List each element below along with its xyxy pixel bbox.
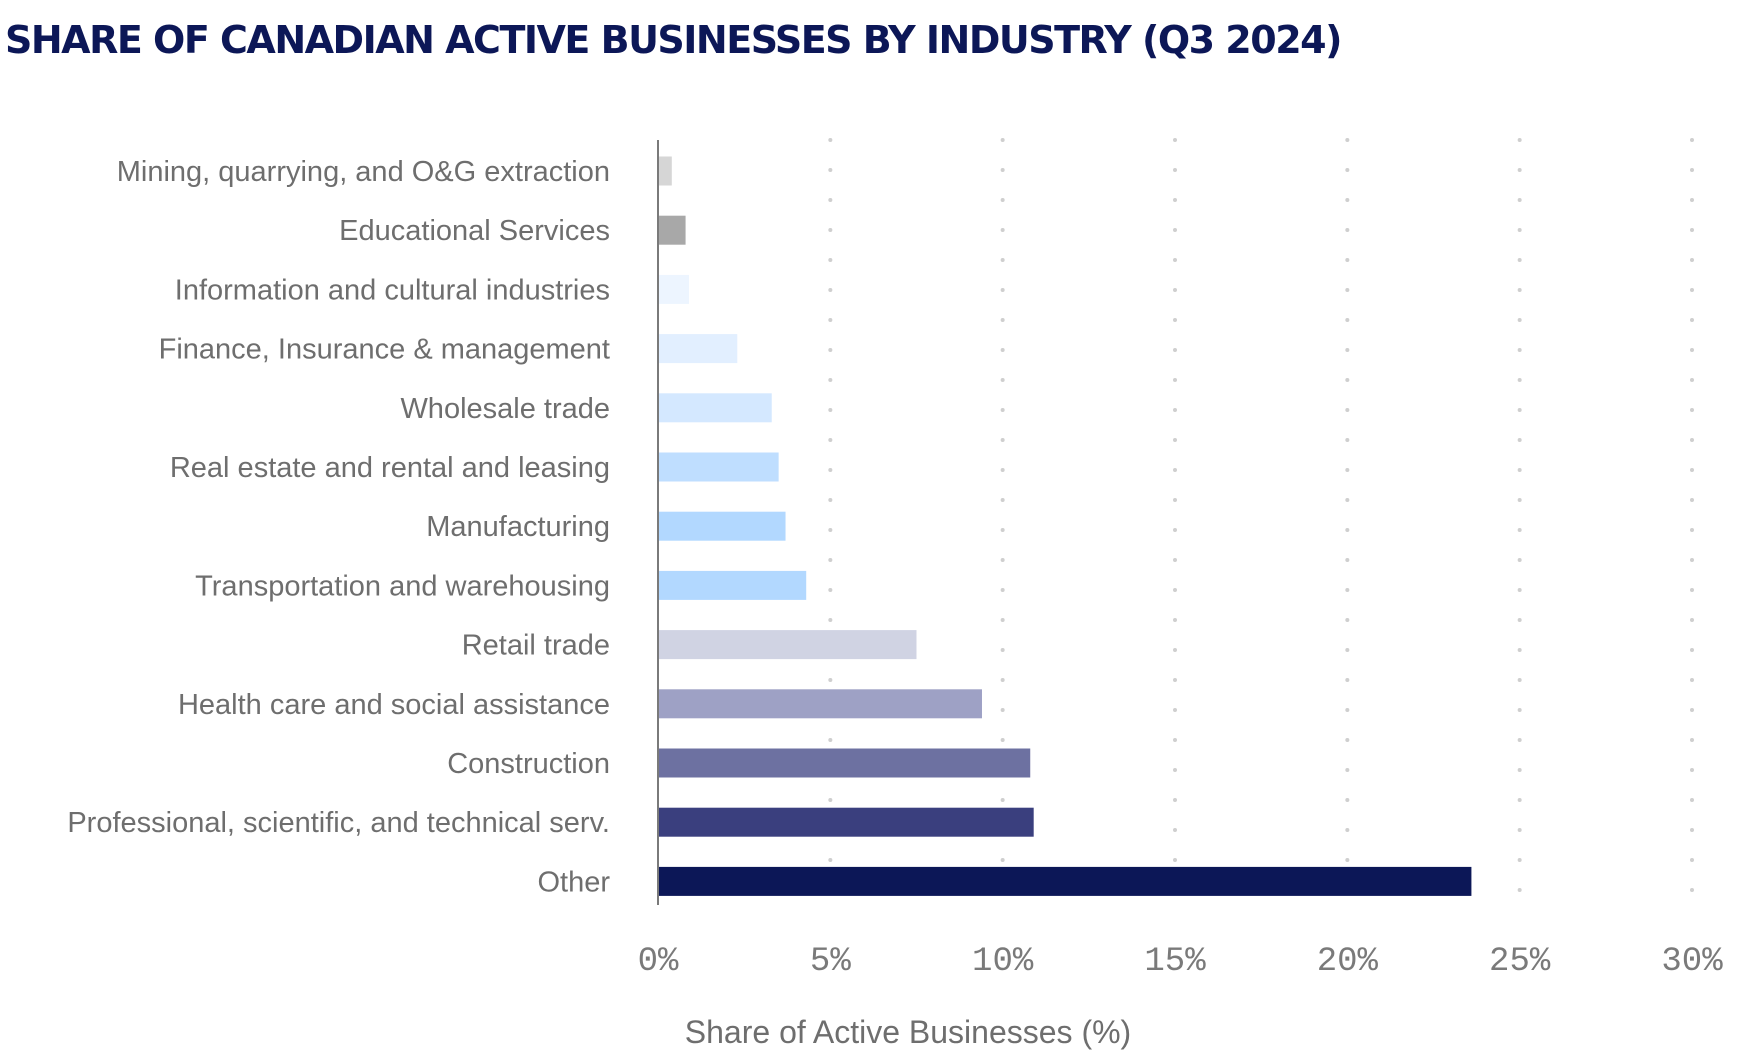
bar-7 (658, 570, 807, 600)
category-label-3: Finance, Insurance & management (159, 334, 610, 366)
bar-3 (658, 334, 738, 364)
x-tick-label-3: 15% (1144, 943, 1206, 981)
category-label-9: Health care and social assistance (178, 689, 610, 721)
x-tick-labels: 0% 5% 10% 15% 20% 25% 30% (638, 943, 1724, 981)
category-label-4: Wholesale trade (400, 393, 610, 425)
x-tick-label-6: 30% (1661, 943, 1723, 981)
bar-9 (658, 689, 982, 719)
category-label-1: Educational Services (339, 215, 610, 247)
bar-1 (658, 215, 686, 245)
category-labels: Mining, quarrying, and O&G extraction Edu… (67, 156, 610, 898)
category-label-12: Other (537, 866, 610, 898)
chart-title: SHARE OF CANADIAN ACTIVE BUSINESSES BY I… (5, 18, 1342, 62)
bar-6 (658, 511, 786, 541)
x-tick-label-2: 10% (972, 943, 1034, 981)
bar-11 (658, 807, 1034, 837)
bar-10 (658, 748, 1031, 778)
category-label-11: Professional, scientific, and technical … (67, 807, 610, 839)
bar-5 (658, 452, 779, 482)
bar-4 (658, 393, 772, 423)
grid-lines (828, 138, 1694, 907)
bar-12 (658, 866, 1472, 896)
category-label-7: Transportation and warehousing (195, 570, 610, 602)
category-label-8: Retail trade (462, 630, 610, 662)
category-label-6: Manufacturing (426, 511, 610, 543)
category-label-0: Mining, quarrying, and O&G extraction (117, 156, 610, 188)
x-tick-label-1: 5% (810, 943, 851, 981)
x-tick-label-4: 20% (1317, 943, 1379, 981)
x-tick-label-5: 25% (1489, 943, 1551, 981)
bar-2 (658, 274, 690, 304)
x-axis-title: Share of Active Businesses (%) (685, 1014, 1131, 1050)
bar-0 (658, 156, 672, 186)
x-tick-label-0: 0% (638, 943, 679, 981)
bars (658, 156, 1472, 896)
category-label-2: Information and cultural industries (175, 274, 610, 306)
bar-8 (658, 630, 917, 660)
category-label-10: Construction (447, 748, 610, 780)
category-label-5: Real estate and rental and leasing (170, 452, 610, 484)
